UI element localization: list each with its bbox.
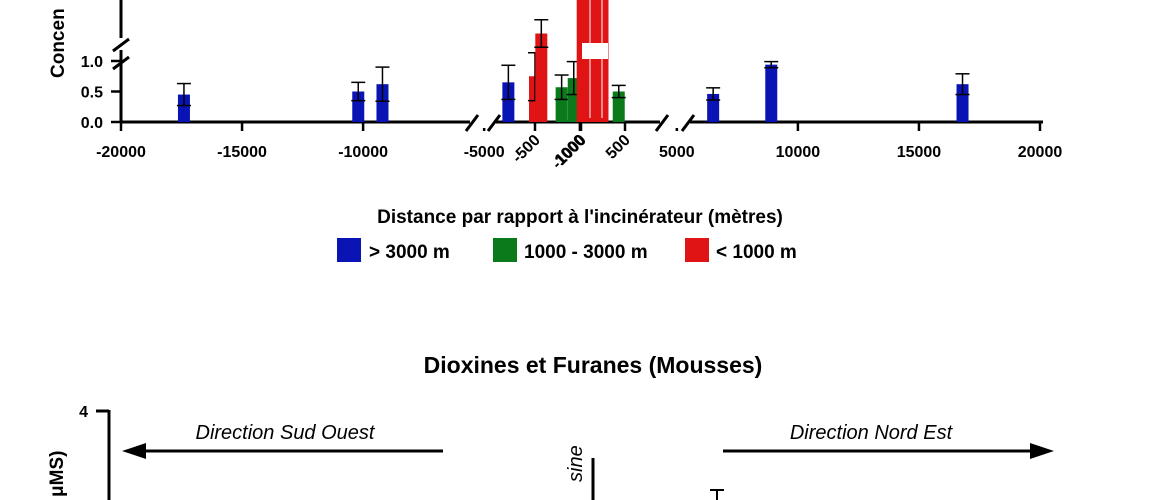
- x-axis-break-mark: [654, 114, 670, 132]
- x-tick-label: -10000: [338, 144, 388, 161]
- lower-y-tick-label: 4: [79, 404, 88, 421]
- legend-swatch-near: [685, 238, 709, 262]
- bar: [177, 94, 190, 122]
- bar: [576, 0, 589, 122]
- y-axis-break-mark: [112, 37, 130, 53]
- x-tick-label: -20000: [96, 144, 146, 161]
- arrow-north-east-head: [1030, 443, 1054, 459]
- direction-south-west: Direction Sud Ouest: [196, 422, 376, 444]
- legend-swatch-far: [337, 238, 361, 262]
- x-axis-break-mark: [680, 114, 696, 132]
- legend-swatch-mid: [493, 238, 517, 262]
- direction-north-east: Direction Nord Est: [790, 422, 954, 444]
- legend: > 3000 m 1000 - 3000 m < 1000 m: [337, 238, 797, 263]
- y-tick-label: 0.5: [81, 85, 103, 102]
- arrow-south-west-head: [122, 443, 146, 459]
- legend-label-near: < 1000 m: [716, 242, 797, 263]
- bar: [352, 91, 365, 122]
- bar: [376, 84, 389, 122]
- bar: [612, 91, 625, 122]
- y-tick-label: 1.0: [81, 54, 103, 71]
- x-tick-label: 15000: [897, 144, 942, 161]
- bar-break-band: [582, 43, 608, 59]
- lower-chart-title: Dioxines et Furanes (Mousses): [424, 352, 763, 378]
- top-plot-area: 0.00.51.0-20000 -15000 -10000 -5000 -1000-50…: [81, 0, 1063, 173]
- x-tick-label: -500: [509, 132, 544, 167]
- x-axis-label: Distance par rapport à l'incinérateur (m…: [377, 207, 783, 228]
- x-tick-label: 5000: [659, 144, 695, 161]
- legend-label-mid: 1000 - 3000 m: [524, 242, 648, 263]
- bar: [707, 93, 720, 122]
- bar: [956, 84, 969, 122]
- x-tick-label: -15000: [217, 144, 267, 161]
- bar: [555, 87, 568, 122]
- bar: [502, 82, 515, 122]
- y-tick-label: 0.0: [81, 115, 103, 132]
- x-axis-break-mark: [464, 114, 480, 132]
- x-tick-label: 500: [603, 132, 634, 163]
- legend-label-far: > 3000 m: [369, 242, 450, 263]
- lower-y-axis-label: μMS): [47, 451, 68, 497]
- usine-label: sine: [565, 445, 587, 482]
- y-axis-break-mark: [112, 55, 130, 71]
- x-tick-label: -5000: [464, 144, 505, 161]
- x-tick-label: 20000: [1018, 144, 1063, 161]
- bar: [765, 64, 778, 122]
- y-axis-label: Concen: [48, 8, 69, 78]
- bar: [535, 33, 548, 122]
- x-axis-break-mark: [486, 114, 502, 132]
- x-tick-label: 10000: [776, 144, 821, 161]
- x-axis-break-gap: [660, 116, 690, 128]
